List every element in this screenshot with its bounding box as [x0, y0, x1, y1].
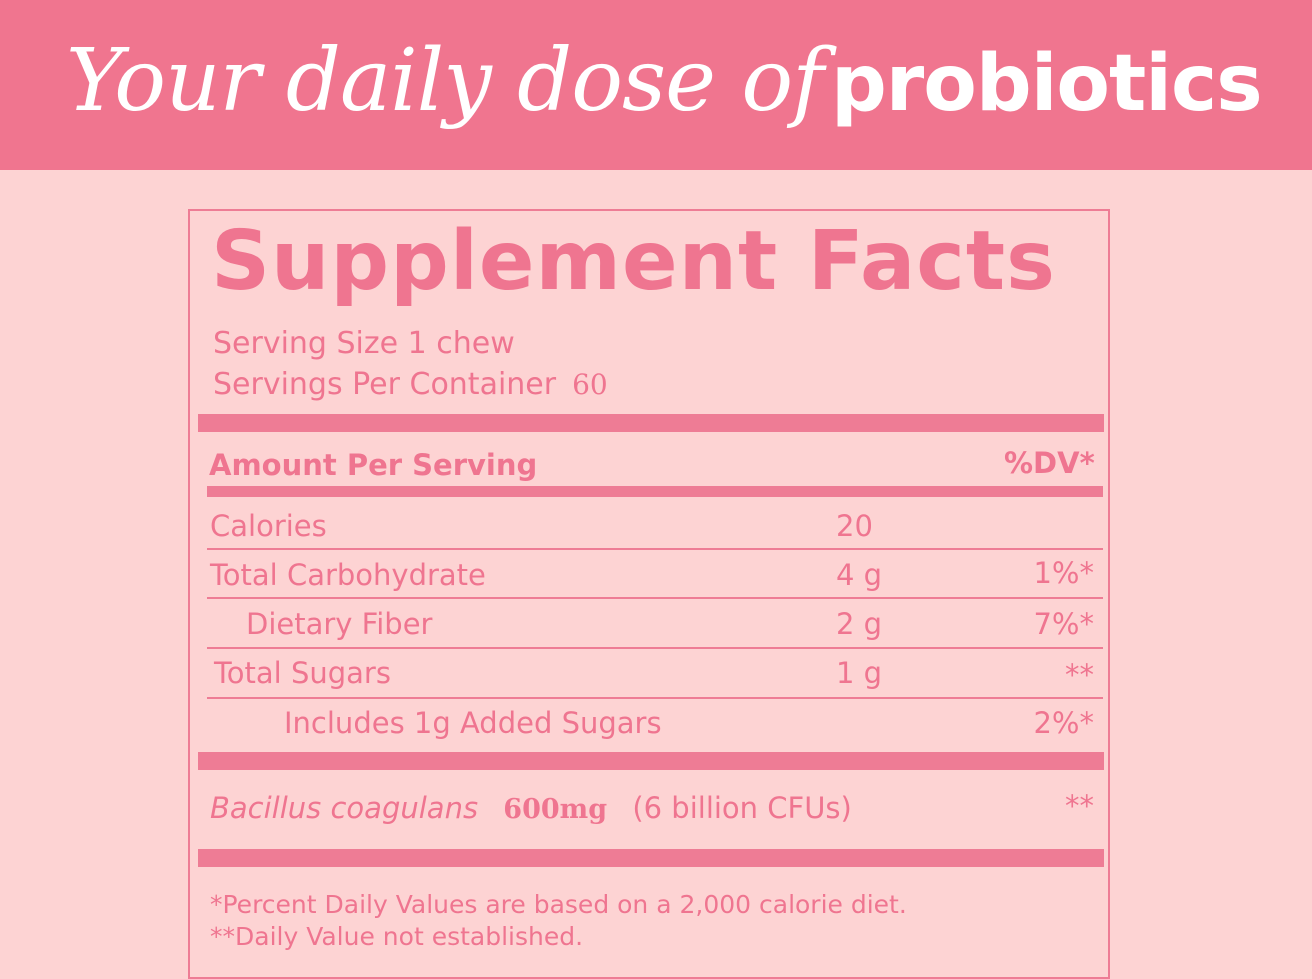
thick-divider-middle: [198, 752, 1104, 770]
row-calories-name: Calories: [210, 509, 327, 543]
footnote-dv-not-established: **Daily Value not established.: [210, 922, 584, 951]
thick-divider-bottom: [198, 849, 1104, 867]
row-carbohydrate-amount: 4 g: [836, 558, 883, 592]
row-carbohydrate-name: Total Carbohydrate: [210, 558, 486, 592]
row-divider: [207, 697, 1103, 699]
row-sugars-amount: 1 g: [836, 656, 883, 690]
row-fiber-amount: 2 g: [836, 607, 883, 641]
row-divider: [207, 647, 1103, 649]
banner-title-italic: Your daily dose of: [66, 31, 824, 131]
row-added-sugars-dv: 2%*: [1033, 706, 1094, 740]
row-divider: [207, 597, 1103, 599]
bacillus-amount: 600mg: [503, 794, 608, 825]
bacillus-name: Bacillus coagulans: [210, 791, 479, 825]
row-carbohydrate-dv: 1%*: [1033, 556, 1094, 590]
row-fiber-name: Dietary Fiber: [246, 607, 433, 641]
servings-per-container: Servings Per Container 60: [213, 367, 608, 403]
banner-title: Your daily dose of probiotics: [66, 26, 1263, 139]
bacillus-cfu: (6 billion CFUs): [632, 791, 852, 825]
thick-divider-top: [198, 414, 1104, 432]
bacillus-row: Bacillus coagulans 600mg (6 billion CFUs…: [210, 790, 852, 828]
bacillus-dv: **: [1065, 789, 1094, 823]
header-banner: Your daily dose of probiotics: [0, 0, 1312, 170]
row-divider: [207, 548, 1103, 550]
serving-size: Serving Size 1 chew: [213, 326, 515, 361]
row-added-sugars-name: Includes 1g Added Sugars: [284, 706, 662, 740]
banner-title-bold: probiotics: [830, 39, 1263, 129]
row-calories-amount: 20: [836, 509, 873, 543]
row-sugars-name: Total Sugars: [214, 656, 391, 690]
amount-header: Amount Per Serving: [209, 448, 538, 482]
facts-title: Supplement Facts: [211, 214, 1056, 309]
dv-header: %DV*: [1004, 446, 1095, 480]
servings-per-container-value: 60: [572, 368, 608, 401]
footnote-percent-dv: *Percent Daily Values are based on a 2,0…: [210, 890, 907, 919]
row-sugars-dv: **: [1065, 658, 1094, 692]
header-divider: [207, 486, 1103, 497]
row-fiber-dv: 7%*: [1033, 607, 1094, 641]
servings-per-container-label: Servings Per Container: [213, 367, 557, 402]
